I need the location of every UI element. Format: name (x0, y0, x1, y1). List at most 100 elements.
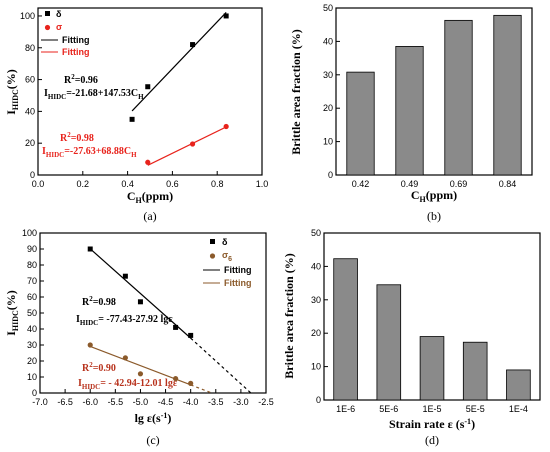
c-point-s0 (188, 332, 194, 338)
a-x-tick-label: 0.6 (166, 179, 179, 189)
d-bar (462, 341, 488, 401)
c-point-s0 (122, 273, 128, 279)
panel-label-d: (d) (425, 433, 439, 447)
c-x-tick-label: -6.5 (57, 397, 73, 407)
c-y-tick-label: 100 (22, 228, 37, 238)
a-point-s0 (129, 116, 135, 122)
a-r2-black: R2=0.96 (64, 73, 98, 86)
d-x-tick-label: 5E-5 (466, 404, 485, 414)
d-y-tick-label: 10 (311, 362, 321, 372)
b-y-axis-label: Brittle area fraction (%) (289, 29, 303, 154)
d-x-tick-label: 1E-5 (422, 404, 441, 414)
legend-c-label-1: σ6 (222, 250, 232, 263)
a-y-tick-label: 60 (25, 75, 35, 85)
d-x-tick-label: 1E-6 (336, 404, 355, 414)
c-x-tick-label: -3.5 (208, 397, 224, 407)
a-fit-line-1 (147, 126, 227, 166)
d-ticks: 0 10 20 30 40 50 1E-6 5E-6 1E-5 5E-5 1E-4 (311, 228, 528, 414)
b-bar (493, 14, 522, 176)
d-y-tick-label: 0 (316, 395, 321, 405)
c-y-tick-label: 20 (27, 356, 37, 366)
c-x-tick-label: -7.0 (32, 397, 48, 407)
plot-frame-c (39, 232, 267, 394)
b-x-tick-label: 0.42 (352, 179, 370, 189)
b-bars (346, 14, 522, 176)
b-y-tick-label: 30 (323, 70, 333, 80)
a-fits (131, 12, 227, 166)
a-point-s1 (223, 123, 229, 130)
legend-c-label-2: Fitting (224, 265, 252, 275)
legend-a-label-2: Fitting (62, 35, 90, 45)
b-x-tick-label: 0.84 (499, 179, 517, 189)
d-y-tick-label: 30 (311, 295, 321, 305)
c-y-tick-label: 80 (27, 260, 37, 270)
plot-frame-b (335, 7, 533, 176)
legend-c: δ σ6 Fitting Fitting (203, 237, 252, 288)
a-fit-line-0 (131, 12, 227, 112)
a-point-s0 (190, 42, 196, 48)
d-y-tick-label: 40 (311, 261, 321, 271)
legend-a-label-0: δ (56, 9, 62, 19)
a-y-tick-label: 100 (20, 11, 35, 21)
a-y-tick-label: 0 (30, 170, 35, 180)
legend-a-marker-1 (44, 24, 51, 31)
d-y-tick-label: 50 (311, 228, 321, 238)
d-bar (419, 336, 445, 401)
c-point-s0 (173, 324, 179, 330)
b-bar (346, 71, 375, 176)
c-x-tick-label: -2.5 (258, 397, 274, 407)
legend-c-marker-0 (210, 239, 215, 244)
b-y-tick-label: 0 (328, 170, 333, 180)
c-r2-black: R2=0.98 (82, 295, 116, 308)
c-y-tick-label: 10 (27, 372, 37, 382)
c-point-s0 (137, 299, 143, 305)
d-x-axis-label: Strain rate ε (s-1) (389, 417, 475, 431)
d-bar (376, 284, 402, 401)
c-r2-red: R2=0.90 (82, 361, 116, 374)
b-y-tick-label: 20 (323, 103, 333, 113)
d-x-tick-label: 5E-6 (379, 404, 398, 414)
a-y-tick-label: 40 (25, 106, 35, 116)
a-x-tick-label: 0.0 (32, 179, 45, 189)
panel-label-a: (a) (143, 209, 156, 223)
a-x-axis-label: CH(ppm) (127, 189, 173, 205)
a-points (129, 13, 229, 165)
panel-a: 0.0 0.2 0.4 0.6 0.8 1.0 0 20 40 60 80 100 δ σ Fitti… (4, 7, 268, 223)
c-point-s1 (173, 376, 179, 382)
c-x-tick-label: -4.5 (158, 397, 174, 407)
a-x-tick-label: 0.2 (77, 179, 90, 189)
legend-a: δ σ Fitting Fitting (41, 9, 90, 57)
panel-label-b: (b) (427, 209, 441, 223)
c-x-tick-label: -5.0 (133, 397, 149, 407)
legend-c-label-3: Fitting (224, 278, 252, 288)
c-x-axis-label: lg ε(s-1) (135, 411, 172, 425)
c-fit-extension-1 (190, 384, 212, 393)
c-x-tick-label: -3.0 (233, 397, 249, 407)
legend-a-marker-0 (45, 11, 50, 16)
d-bar (506, 369, 531, 401)
a-point-s1 (145, 159, 151, 165)
c-x-tick-label: -6.0 (82, 397, 98, 407)
c-point-s0 (87, 246, 93, 252)
plot-frame-a (37, 7, 263, 176)
a-ticks: 0.0 0.2 0.4 0.6 0.8 1.0 0 20 40 60 80 100 (20, 11, 268, 189)
c-point-s1 (188, 380, 194, 386)
c-y-tick-label: 50 (27, 308, 37, 318)
b-x-tick-label: 0.49 (401, 179, 419, 189)
d-bars (333, 258, 531, 401)
d-y-axis-label: Brittle area fraction (%) (282, 253, 296, 378)
a-point-s0 (145, 84, 151, 90)
panel-label-c: (c) (146, 433, 159, 447)
b-x-tick-label: 0.69 (450, 179, 468, 189)
c-eq-red: IHIDC= - 42.94-12.01 lgε (78, 378, 178, 391)
c-eq-black: IHIDC= -77.43-27.92 lgε (76, 314, 173, 327)
c-y-tick-label: 0 (32, 388, 37, 398)
a-eq-black: IHIDC=-21.68+147.53CH (44, 88, 144, 101)
c-x-tick-label: -4.0 (183, 397, 199, 407)
a-point-s0 (223, 13, 229, 19)
a-eq-red: IHIDC=-27.63+68.88CH (42, 146, 137, 159)
c-y-tick-label: 40 (27, 324, 37, 334)
c-y-tick-label: 70 (27, 276, 37, 286)
a-x-tick-label: 1.0 (256, 179, 269, 189)
